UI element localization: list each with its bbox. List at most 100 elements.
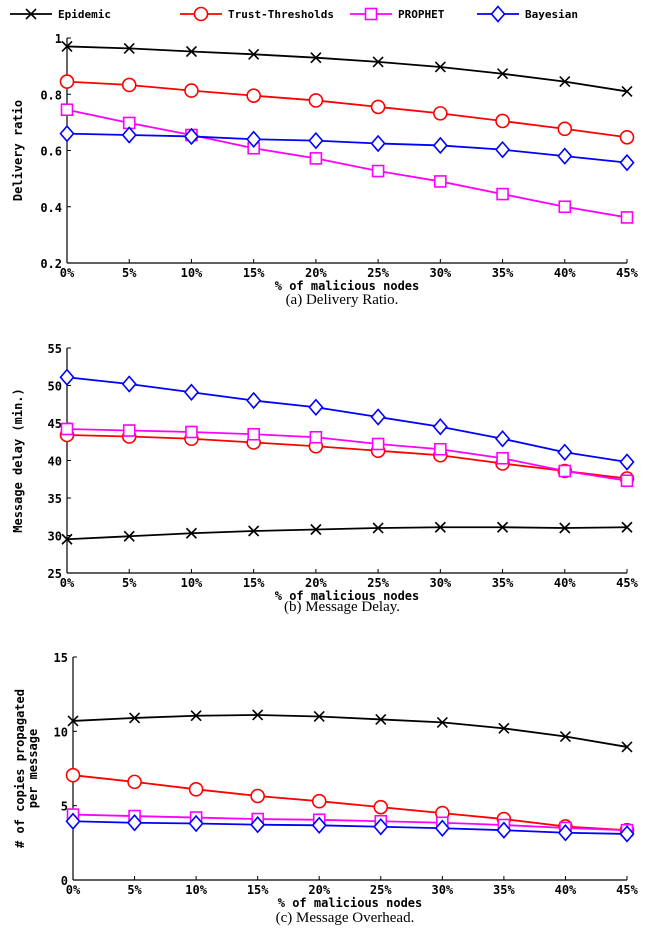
data-point-bayesian bbox=[557, 824, 574, 842]
data-point-bayesian bbox=[126, 814, 143, 832]
data-point-epidemic-stroke bbox=[372, 56, 384, 68]
panel-message-overhead: 0 5 10 15 0% 5% 10% 15% 20% 25% 30% 35% 40% 45% % of m… bbox=[13, 651, 639, 926]
x-tick-label: 0% bbox=[60, 266, 75, 280]
panel-caption: (b) Message Delay. bbox=[284, 599, 400, 615]
series-epidemic bbox=[61, 521, 633, 545]
data-point-bayesian bbox=[188, 814, 204, 833]
data-point-epidemic-stroke bbox=[621, 521, 633, 533]
data-point-prophet bbox=[620, 211, 634, 224]
data-point-epidemic-stroke bbox=[123, 42, 135, 54]
y-tick-label: 0.8 bbox=[40, 88, 62, 102]
data-point-epidemic-stroke bbox=[252, 709, 264, 721]
x-axis-label: % of malicious nodes bbox=[278, 896, 423, 910]
data-point-epidemic-stroke bbox=[190, 710, 202, 722]
y-axis-label-line: # of copies propagated bbox=[13, 689, 27, 848]
data-point-trust-thresholds bbox=[59, 74, 75, 89]
legend-marker-bayesian bbox=[490, 5, 506, 23]
data-point-epidemic bbox=[61, 40, 73, 53]
data-point-epidemic bbox=[128, 712, 141, 724]
y-tick-label: 40 bbox=[48, 455, 62, 469]
data-point-epidemic bbox=[310, 52, 322, 64]
series-epidemic bbox=[61, 40, 633, 98]
data-point-trust-thresholds bbox=[495, 113, 510, 129]
y-tick-label: 1 bbox=[55, 32, 62, 46]
data-point-epidemic-stroke bbox=[621, 741, 633, 753]
data-point-bayesian bbox=[65, 812, 81, 830]
data-point-bayesian bbox=[619, 153, 635, 172]
series-trust-thresholds bbox=[59, 427, 635, 486]
data-point-epidemic-stroke bbox=[313, 710, 325, 723]
data-point-epidemic-stroke bbox=[310, 52, 322, 64]
data-point-bayesian bbox=[246, 130, 262, 148]
data-point-bayesian bbox=[59, 368, 75, 386]
data-point-epidemic bbox=[498, 722, 510, 734]
data-point-epidemic bbox=[559, 76, 571, 88]
data-point-bayesian bbox=[183, 383, 200, 401]
data-point-bayesian bbox=[496, 821, 512, 839]
data-point-epidemic-stroke bbox=[372, 522, 384, 534]
y-tick-label: 55 bbox=[48, 342, 62, 356]
x-axis-label: % of malicious nodes bbox=[275, 279, 420, 293]
data-point-epidemic-stroke bbox=[498, 722, 510, 734]
data-point-epidemic bbox=[61, 533, 73, 545]
data-point-epidemic-stroke bbox=[248, 525, 260, 537]
data-point-prophet bbox=[558, 200, 572, 214]
data-point-prophet bbox=[371, 437, 385, 451]
x-tick-label: 25% bbox=[370, 883, 392, 897]
data-point-epidemic-stroke bbox=[61, 40, 73, 53]
y-tick-label: 15 bbox=[54, 651, 68, 665]
data-point-epidemic bbox=[185, 45, 198, 58]
y-axis-label-line: per message bbox=[26, 729, 40, 808]
y-axis-label: Message delay (min.) bbox=[11, 388, 25, 533]
x-tick-label: 20% bbox=[305, 576, 327, 590]
series-trust-thresholds bbox=[59, 74, 635, 145]
data-point-prophet bbox=[185, 425, 198, 439]
x-tick-label: 5% bbox=[122, 576, 137, 590]
x-tick-label: 10% bbox=[185, 883, 207, 897]
x-tick-label: 30% bbox=[431, 883, 453, 897]
data-point-epidemic-stroke bbox=[185, 45, 198, 58]
data-point-prophet bbox=[309, 430, 323, 444]
legend-label-bayesian: Bayesian bbox=[525, 8, 578, 21]
series-line-prophet bbox=[66, 108, 628, 219]
x-tick-label: 45% bbox=[616, 883, 638, 897]
x-tick-label: 0% bbox=[60, 576, 75, 590]
data-point-epidemic-stroke bbox=[375, 713, 387, 726]
data-point-bayesian bbox=[311, 816, 327, 835]
data-point-epidemic bbox=[434, 521, 446, 533]
data-point-epidemic bbox=[123, 42, 135, 54]
data-point-bayesian bbox=[308, 398, 324, 416]
data-point-epidemic bbox=[372, 56, 384, 68]
data-point-epidemic-stroke bbox=[559, 522, 571, 534]
data-point-prophet bbox=[434, 175, 447, 188]
series-line-prophet bbox=[66, 428, 628, 482]
series-line-bayesian bbox=[66, 376, 628, 463]
data-point-epidemic bbox=[252, 709, 264, 721]
data-point-bayesian bbox=[121, 126, 137, 144]
x-tick-label: 35% bbox=[493, 883, 515, 897]
x-tick-label: 25% bbox=[367, 266, 389, 280]
y-tick-label: 10 bbox=[54, 725, 68, 739]
data-point-epidemic-stroke bbox=[496, 68, 509, 80]
data-point-prophet bbox=[496, 187, 509, 201]
data-point-trust-thresholds bbox=[127, 774, 142, 790]
data-point-prophet bbox=[309, 152, 323, 165]
series-line-epidemic bbox=[72, 714, 628, 748]
y-tick-label: 5 bbox=[61, 800, 68, 814]
data-point-epidemic-stroke bbox=[310, 523, 322, 536]
data-point-bayesian bbox=[250, 815, 266, 834]
series-epidemic bbox=[67, 709, 633, 753]
x-tick-label: 15% bbox=[247, 883, 269, 897]
x-tick-label: 45% bbox=[616, 266, 638, 280]
data-point-epidemic bbox=[185, 527, 198, 539]
data-point-trust-thresholds bbox=[184, 83, 199, 98]
data-point-prophet bbox=[122, 424, 136, 437]
data-point-prophet bbox=[247, 427, 260, 441]
series-line-epidemic bbox=[66, 526, 628, 541]
data-point-epidemic bbox=[436, 716, 448, 728]
series-bayesian bbox=[59, 368, 635, 471]
panel-caption: (c) Message Overhead. bbox=[276, 910, 415, 926]
x-tick-label: 35% bbox=[492, 266, 514, 280]
y-tick-label: 0.2 bbox=[40, 257, 62, 271]
